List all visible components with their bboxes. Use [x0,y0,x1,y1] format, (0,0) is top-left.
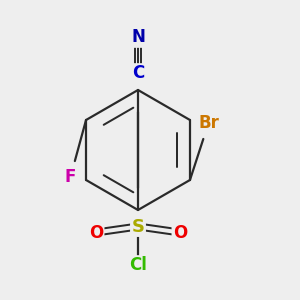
Text: N: N [131,28,145,46]
Text: O: O [89,224,103,242]
Text: Br: Br [198,114,219,132]
Text: Cl: Cl [129,256,147,274]
Text: F: F [65,168,76,186]
Text: C: C [132,64,144,82]
Text: S: S [131,218,145,236]
Text: O: O [173,224,187,242]
